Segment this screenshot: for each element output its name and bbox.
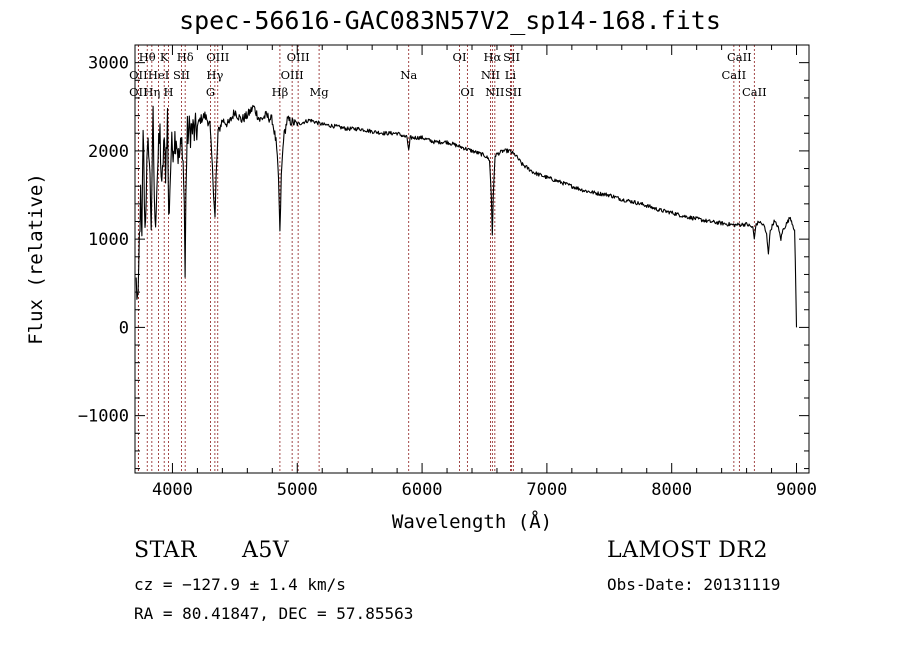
y-axis-label: Flux (relative) [25,173,47,345]
spectral-line-label: Mg [310,85,330,99]
x-tick-label: 5000 [277,480,318,500]
x-axis-label: Wavelength (Å) [392,510,552,533]
spectral-line-label: G [206,85,215,99]
spectral-line-label: SII [503,50,520,64]
x-tick-label: 6000 [402,480,443,500]
x-tick-label: 7000 [526,480,567,500]
spectral-line-label: OII [129,68,148,82]
spectral-line-label: OIII [206,50,229,64]
x-tick-label: 8000 [651,480,692,500]
spectral-line-label: Li [505,68,517,82]
tick-labels: 4000 5000 6000 7000 8000 9000 −1000 0 1000 2000 30… [78,54,817,500]
redshift-cz: cz = −127.9 ± 1.4 km/s [134,575,346,594]
observation-date: Obs-Date: 20131119 [607,575,781,594]
spectral-line-label: Hη [143,85,160,99]
spectral-line-label: OIII [281,68,304,82]
chart-title: spec-56616-GAC083N57V2_sp14-168.fits [179,6,721,35]
spectral-line-label: HeI [148,68,169,82]
spectral-line-label: H [164,85,174,99]
coordinates: RA = 80.41847, DEC = 57.85563 [134,604,414,623]
spectrum-series [135,104,798,328]
y-tick-label: −1000 [78,407,129,427]
spectral-line-label: Hγ [206,68,223,82]
object-class: STAR [134,538,197,563]
spectral-line-label: CaII [742,85,767,99]
y-tick-label: 0 [119,318,129,338]
spectral-line-label: Hδ [177,50,194,64]
axis-ticks [135,44,809,473]
spectral-line-label: Hθ [139,50,156,64]
spectral-line-label: OI [460,85,474,99]
x-tick-label: 9000 [776,480,817,500]
spectral-line-label: SII [505,85,522,99]
y-tick-label: 2000 [88,142,129,162]
spectral-line-label: Hβ [272,85,289,99]
spectral-line-label: NII [485,85,504,99]
spectral-line-label: Na [400,68,417,82]
object-subclass: A5V [242,538,290,563]
spectral-line-label: OIII [287,50,310,64]
y-tick-label: 3000 [88,54,129,74]
spectral-line-label: OI [453,50,467,64]
spectral-line-label: SII [173,68,190,82]
spectral-line-label: K [160,50,169,64]
plot-frame [134,44,810,474]
x-tick-label: 4000 [152,480,193,500]
spectral-line-label: CaII [721,68,746,82]
spectral-line-label: NII [481,68,500,82]
y-tick-label: 1000 [88,230,129,250]
spectral-line-markers [137,45,755,473]
spectral-line-label: CaII [727,50,752,64]
spectral-line-label: OII [129,85,148,99]
spectral-line-label: Hα [483,50,501,64]
survey-name: LAMOST DR2 [607,538,768,563]
